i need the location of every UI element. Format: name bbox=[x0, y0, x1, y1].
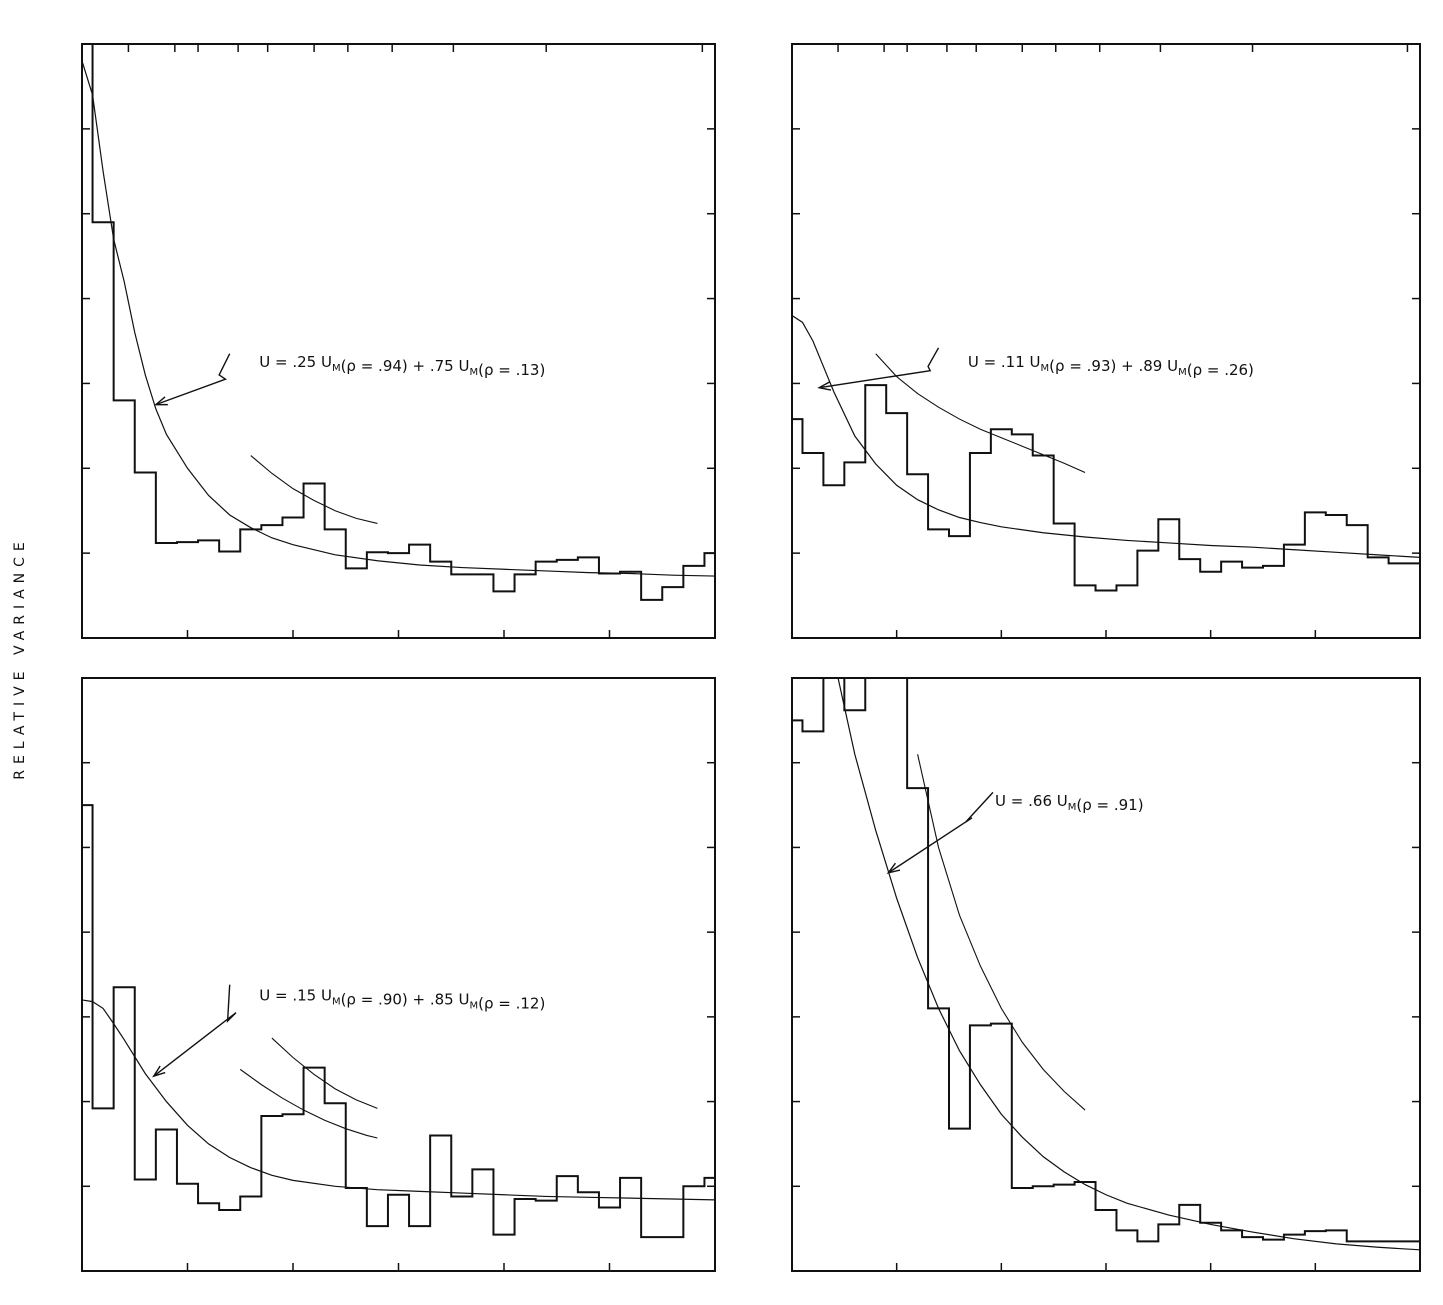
formula-label: U = .66 UM(ρ = .91) bbox=[995, 792, 1144, 814]
significance-curve bbox=[875, 353, 1086, 474]
observed-series bbox=[82, 44, 715, 601]
formula-label: U = .11 UM(ρ = .93) + .89 UM(ρ = .26) bbox=[968, 353, 1254, 379]
arrow-head bbox=[886, 862, 901, 874]
fitted-curve bbox=[82, 999, 715, 1201]
significance-curve bbox=[250, 455, 378, 524]
panel-frame bbox=[791, 43, 1421, 639]
y-axis-label: RELATIVE VARIANCE bbox=[12, 536, 28, 780]
observed-series bbox=[792, 384, 1420, 592]
significance-curve bbox=[917, 754, 1086, 1111]
panel-plot bbox=[792, 678, 1420, 1251]
significance-curve bbox=[271, 1037, 378, 1109]
fitted-curve bbox=[837, 678, 1420, 1251]
panel-frame bbox=[791, 677, 1421, 1272]
significance-curve bbox=[239, 1068, 378, 1139]
panel-top-left: U = .25 UM(ρ = .94) + .75 UM(ρ = .13) bbox=[81, 43, 716, 639]
arrow-head bbox=[152, 1065, 166, 1078]
panel-top-right: U = .11 UM(ρ = .93) + .89 UM(ρ = .26) bbox=[791, 43, 1421, 639]
formula-label: U = .25 UM(ρ = .94) + .75 UM(ρ = .13) bbox=[259, 353, 545, 379]
observed-series bbox=[82, 804, 715, 1239]
leader-arrow bbox=[887, 791, 994, 874]
panel-plot bbox=[82, 804, 715, 1239]
leader-arrow bbox=[155, 353, 231, 406]
leader-arrow bbox=[819, 347, 940, 389]
fitted-curve bbox=[792, 315, 1420, 558]
panel-plot bbox=[82, 44, 715, 601]
panel-frame bbox=[81, 43, 716, 639]
arrow-head bbox=[817, 381, 832, 391]
arrow-head bbox=[153, 396, 168, 406]
panels: U = .25 UM(ρ = .94) + .75 UM(ρ = .13) U =… bbox=[81, 43, 1421, 1272]
panel-bottom-left: U = .15 UM(ρ = .90) + .85 UM(ρ = .12) bbox=[81, 677, 716, 1272]
observed-series bbox=[792, 678, 1420, 1243]
panel-bottom-right: U = .66 UM(ρ = .91) bbox=[791, 677, 1421, 1272]
fitted-curve bbox=[82, 60, 715, 577]
panel-plot bbox=[792, 315, 1420, 592]
formula-label: U = .15 UM(ρ = .90) + .85 UM(ρ = .12) bbox=[259, 987, 545, 1013]
leader-arrow bbox=[153, 984, 237, 1077]
